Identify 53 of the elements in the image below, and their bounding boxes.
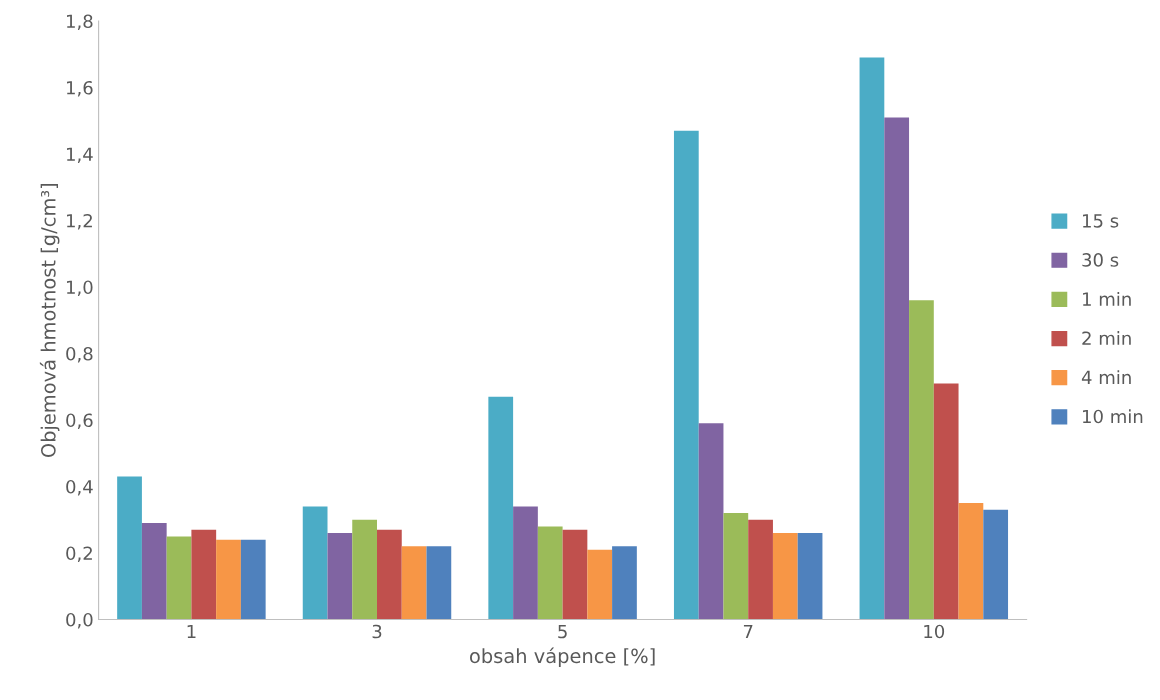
bar <box>772 533 798 620</box>
y-tick-label: 0,4 <box>66 479 93 496</box>
bar <box>216 539 241 620</box>
x-tick-label: 1 <box>187 624 196 639</box>
x-tick-label: 7 <box>743 624 753 639</box>
bar <box>537 526 563 620</box>
bar <box>933 383 959 620</box>
bar <box>562 529 588 620</box>
bar <box>352 519 377 620</box>
bar <box>587 549 613 620</box>
legend-label: 30 s <box>1082 253 1119 267</box>
legend-label: 1 min <box>1083 291 1131 306</box>
bar <box>698 423 724 620</box>
bar <box>117 476 142 620</box>
x-tick-label: 10 <box>924 624 945 639</box>
y-tick-label: 1,0 <box>67 280 93 296</box>
y-tick-label: 0,8 <box>66 346 93 363</box>
bar <box>426 546 452 620</box>
bar <box>859 57 885 620</box>
y-axis-title: Objemová hmotnost [g/cm³] <box>39 183 60 458</box>
y-tick-label: 1,6 <box>67 80 93 97</box>
bar <box>141 523 167 620</box>
legend-label: 2 min <box>1082 331 1131 345</box>
x-tick-label: 3 <box>372 624 382 639</box>
bar <box>401 546 427 620</box>
y-tick-label: 0,2 <box>66 546 92 562</box>
bar <box>723 513 749 620</box>
bar <box>909 300 934 620</box>
y-tick-label: 1,4 <box>67 147 93 163</box>
bar <box>166 536 192 620</box>
bar <box>513 506 538 620</box>
bar <box>983 509 1009 620</box>
bar <box>302 506 328 620</box>
x-axis-title: obsah vápence [%] <box>470 647 655 667</box>
bar <box>673 130 699 620</box>
x-tick-label: 5 <box>558 624 567 639</box>
bar <box>327 533 353 620</box>
bar <box>488 396 514 620</box>
y-tick-label: 1,8 <box>67 14 93 30</box>
legend-label: 10 min <box>1083 409 1143 424</box>
legend-label: 4 min <box>1081 370 1131 384</box>
bar <box>884 117 910 620</box>
bar <box>191 529 217 620</box>
bar <box>748 519 773 620</box>
bar <box>958 503 984 620</box>
y-tick-label: 1,2 <box>67 213 92 230</box>
bar <box>377 529 402 620</box>
y-tick-label: 0,0 <box>66 612 93 629</box>
y-tick-label: 0,6 <box>66 413 93 429</box>
bar <box>612 546 637 620</box>
bar <box>797 533 823 620</box>
legend-label: 15 s <box>1083 214 1119 228</box>
bar <box>240 539 266 620</box>
